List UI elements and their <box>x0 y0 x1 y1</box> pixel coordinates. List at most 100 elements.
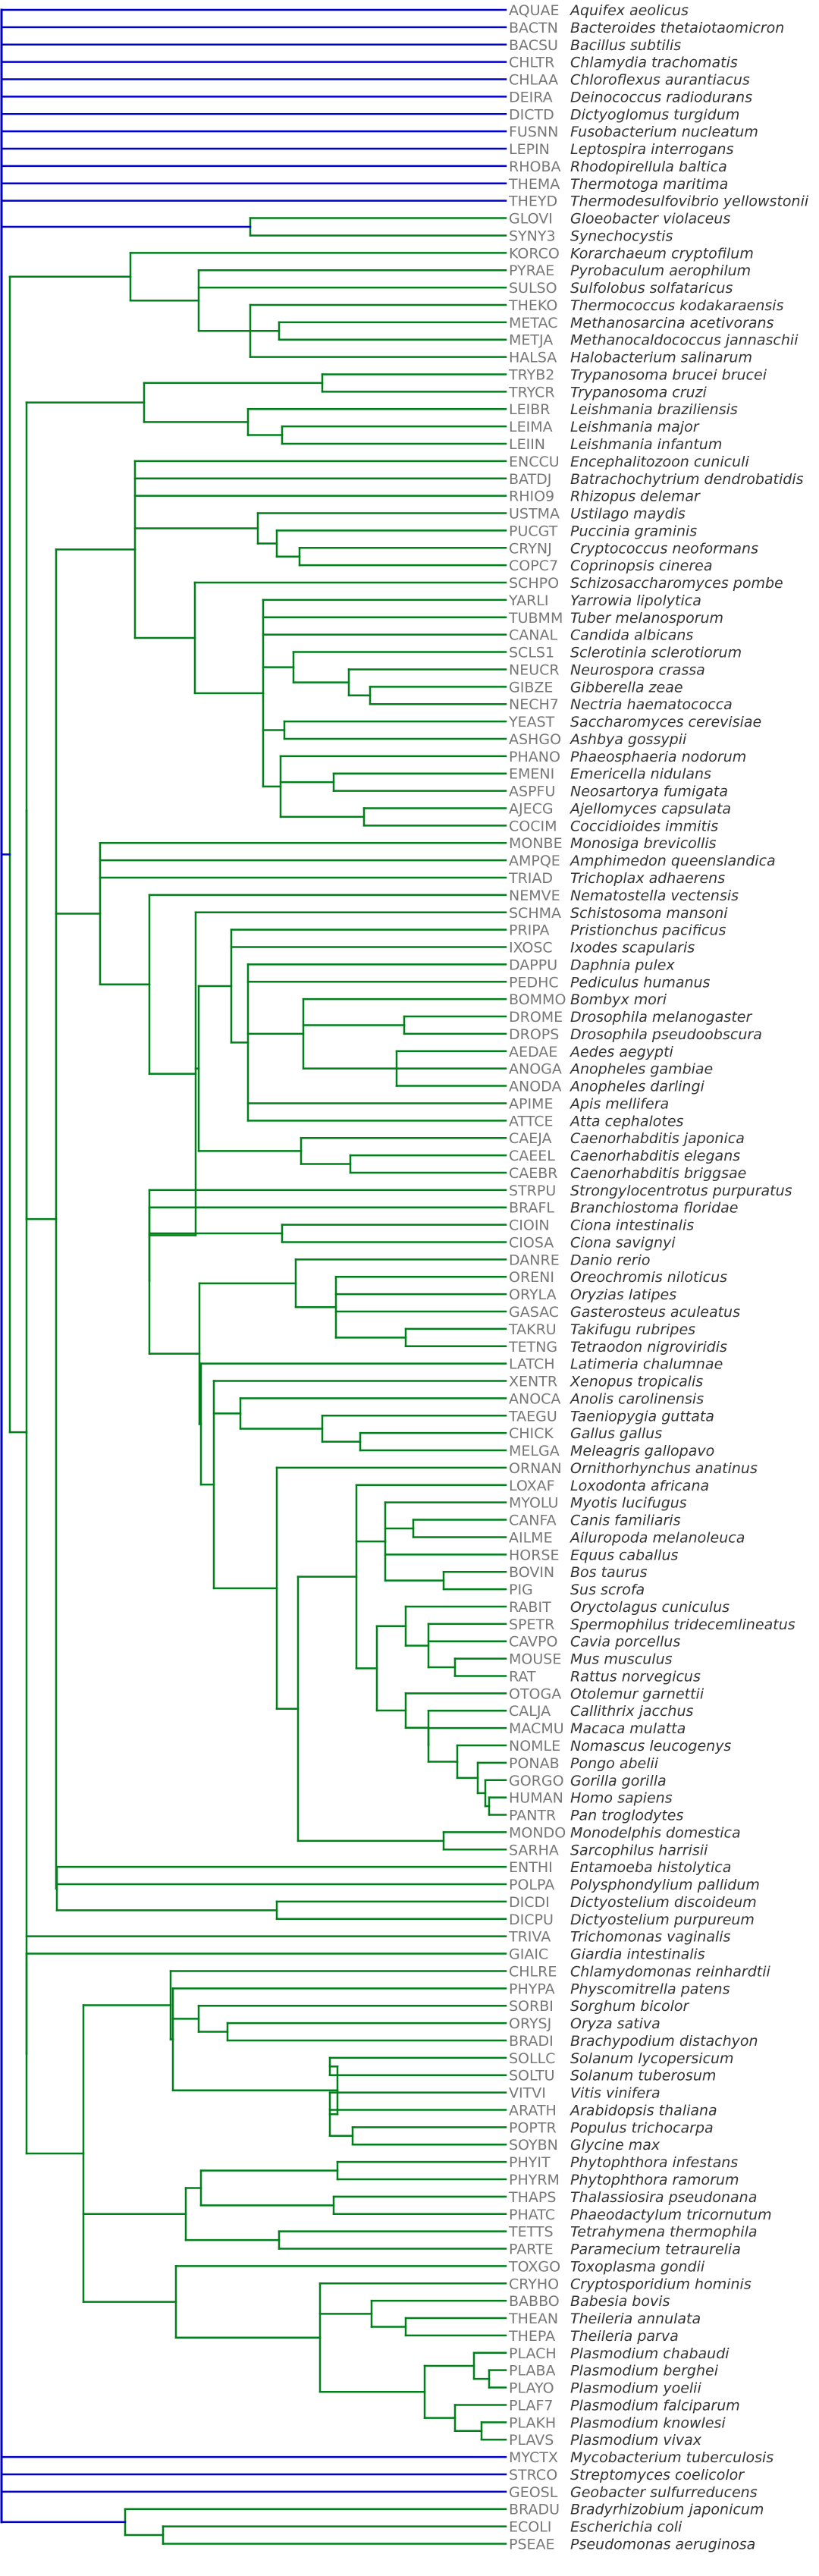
leaf-code: PIG <box>509 1582 533 1598</box>
leaf-code: PHANO <box>509 749 560 765</box>
leaf-species-name: Trypanosoma brucei brucei <box>570 366 767 383</box>
leaf-species-name: Rhizopus delemar <box>570 488 701 505</box>
leaf-species-name: Entamoeba histolytica <box>570 1859 731 1876</box>
leaf-species-name: Babesia bovis <box>570 2293 670 2310</box>
leaf-species-name: Gibberella zeae <box>570 679 683 696</box>
leaf-code: METAC <box>509 315 557 331</box>
leaf-species-name: Chloroflexus aurantiacus <box>570 72 750 89</box>
leaf-code: GLOVI <box>509 211 553 228</box>
leaf-species-name: Theileria annulata <box>570 2311 701 2327</box>
leaf-code: ANOGA <box>509 1061 562 1078</box>
leaf-species-name: Chlamydomonas reinhardtii <box>570 1963 771 1980</box>
leaf-code: ORYLA <box>509 1286 557 1303</box>
leaf-code: LEPIN <box>509 141 550 158</box>
leaf-code: PARTE <box>509 2241 554 2258</box>
leaf-species-name: Toxoplasma gondii <box>570 2258 705 2275</box>
leaf-species-name: Sulfolobus solfataricus <box>570 280 733 297</box>
leaf-species-name: Pseudomonas aeruginosa <box>570 2536 755 2552</box>
leaf-code: NEUCR <box>509 661 560 678</box>
leaf-code: TAKRU <box>508 1321 557 1338</box>
leaf-code: DICTD <box>509 106 554 123</box>
leaf-species-name: Populus trichocarpa <box>570 2119 714 2136</box>
leaf-code: AMPQE <box>509 853 560 869</box>
leaf-species-name: Caenorhabditis japonica <box>570 1130 745 1147</box>
leaf-code: PHYRM <box>509 2172 560 2188</box>
leaf-code: MACMU <box>509 1720 564 1737</box>
leaf-code: PLABA <box>509 2363 556 2380</box>
leaf-species-name: Chlamydia trachomatis <box>570 55 738 71</box>
leaf-species-name: Leishmania braziliensis <box>570 401 738 418</box>
leaf-code: SARHA <box>509 1842 559 1858</box>
leaf-code: DICPU <box>509 1912 554 1928</box>
leaf-code: BRAFL <box>509 1200 554 1217</box>
leaf-species-name: Fusobacterium nucleatum <box>570 124 758 140</box>
leaf-species-name: Cryptosporidium hominis <box>570 2276 752 2292</box>
leaf-species-name: Arabidopsis thaliana <box>569 2102 717 2119</box>
leaf-species-name: Plasmodium knowlesi <box>570 2414 726 2431</box>
leaf-species-name: Anolis carolinensis <box>569 1390 704 1407</box>
leaf-code: CHLTR <box>509 55 554 71</box>
leaf-species-name: Taeniopygia guttata <box>570 1408 714 1425</box>
leaf-species-name: Synechocystis <box>570 228 673 244</box>
leaf-species-name: Polysphondylium pallidum <box>570 1877 760 1893</box>
leaf-code: CANFA <box>509 1513 557 1529</box>
leaf-species-name: Nematostella vectensis <box>570 887 739 904</box>
leaf-code: PRIPA <box>509 922 550 939</box>
leaf-species-name: Aquifex aeolicus <box>569 2 689 19</box>
leaf-species-name: Schistosoma mansoni <box>570 905 728 922</box>
leaf-species-name: Xenopus tropicalis <box>570 1374 703 1390</box>
leaf-code: CHLRE <box>509 1963 557 1980</box>
leaf-code: APIME <box>509 1095 553 1112</box>
leaf-species-name: Monodelphis domestica <box>570 1824 741 1841</box>
leaf-code: NECH7 <box>509 696 559 713</box>
leaf-species-name: Sorghum bicolor <box>570 1998 690 2015</box>
leaf-species-name: Bacteroides thetaiotaomicron <box>570 20 784 36</box>
leaf-species-name: Trichoplax adhaerens <box>570 870 725 887</box>
leaf-code: THEMA <box>508 176 560 193</box>
leaf-species-name: Neurospora crassa <box>570 661 705 678</box>
leaf-species-name: Gloeobacter violaceus <box>570 211 730 228</box>
leaf-species-name: Physcomitrella patens <box>570 1981 730 1997</box>
leaf-code: GEOSL <box>509 2484 558 2501</box>
leaf-species-name: Ashbya gossypii <box>569 731 687 748</box>
leaf-code: BABBO <box>509 2293 560 2310</box>
leaf-code: TETTS <box>508 2224 554 2241</box>
leaf-species-name: Glycine max <box>570 2137 661 2153</box>
leaf-species-name: Sus scrofa <box>570 1582 645 1598</box>
leaf-code: HALSA <box>509 350 557 366</box>
leaf-species-name: Aedes aegypti <box>569 1044 674 1060</box>
leaf-species-name: Methanocaldococcus jannaschii <box>570 332 799 349</box>
leaf-species-name: Leishmania infantum <box>570 436 722 453</box>
leaf-species-name: Anopheles darlingi <box>569 1079 705 1095</box>
leaf-code: THEYD <box>508 193 557 210</box>
leaf-code: DAPPU <box>509 957 557 973</box>
leaf-code: THAPS <box>508 2189 556 2206</box>
leaf-code: PSEAE <box>509 2536 555 2552</box>
leaf-species-name: Loxodonta africana <box>570 1478 709 1494</box>
leaf-code: ASHGO <box>509 731 561 748</box>
leaf-code: HUMAN <box>509 1790 563 1807</box>
leaf-species-name: Branchiostoma floridae <box>570 1200 738 1217</box>
leaf-species-name: Coccidioides immitis <box>570 818 718 834</box>
leaf-species-name: Brachypodium distachyon <box>570 2033 758 2050</box>
leaf-species-name: Otolemur garnettii <box>570 1685 704 1702</box>
leaf-species-name: Sarcophilus harrisii <box>570 1842 708 1858</box>
leaf-code: PYRAE <box>509 262 554 279</box>
leaf-code: CAVPO <box>509 1634 557 1651</box>
leaf-code: USTMA <box>509 506 560 523</box>
leaf-species-name: Plasmodium chabaudi <box>570 2345 730 2362</box>
leaf-code: TAEGU <box>508 1408 557 1425</box>
leaf-species-name: Batrachochytrium dendrobatidis <box>570 471 804 488</box>
leaf-species-name: Ornithorhynchus anatinus <box>570 1460 758 1477</box>
leaf-code: COCIM <box>509 818 557 834</box>
leaf-code: GORGO <box>509 1773 564 1789</box>
leaf-code: MONBE <box>509 835 563 852</box>
leaf-species-name: Rhodopirellula baltica <box>570 159 727 175</box>
leaf-species-name: Atta cephalotes <box>569 1113 684 1129</box>
leaf-species-name: Takifugu rubripes <box>570 1321 695 1338</box>
leaf-code: GIBZE <box>509 679 553 696</box>
leaf-species-name: Pyrobaculum aerophilum <box>570 262 751 279</box>
leaf-species-name: Encephalitozoon cuniculi <box>570 454 749 470</box>
leaf-species-name: Saccharomyces cerevisiae <box>570 714 761 730</box>
leaf-species-name: Methanosarcina acetivorans <box>570 315 774 331</box>
